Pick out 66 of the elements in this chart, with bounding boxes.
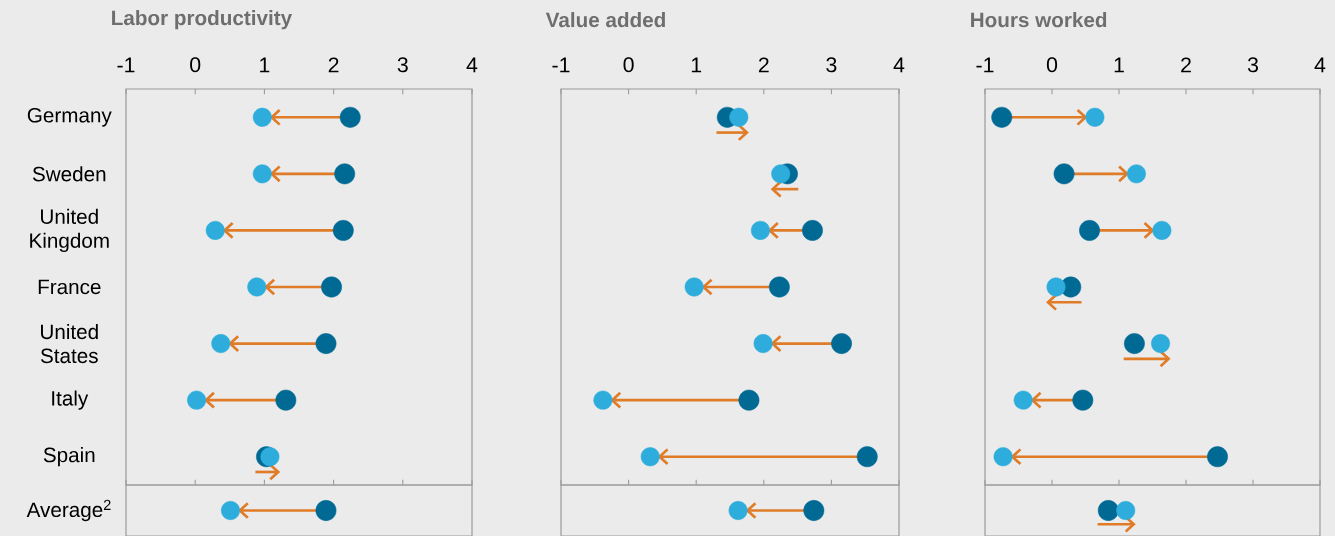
x-tick-label: 0: [1046, 57, 1058, 73]
x-tick-label: -1: [976, 57, 994, 73]
point: [1151, 334, 1171, 354]
point: [315, 333, 337, 354]
chart-title: Hours worked: [971, 12, 1107, 28]
point: [729, 107, 749, 127]
x-tick-label: 4: [466, 57, 478, 73]
x-tick-label: 2: [758, 57, 769, 73]
x-tick-label: 3: [1247, 57, 1258, 73]
y-tick-label: France: [38, 279, 101, 295]
point: [640, 447, 660, 467]
point: [252, 107, 272, 127]
point: [802, 220, 823, 241]
x-tick-label: 2: [1181, 57, 1191, 73]
point: [750, 220, 770, 240]
point: [339, 106, 361, 128]
point: [1085, 107, 1105, 127]
point: [321, 276, 342, 298]
x-tick-label: -1: [552, 57, 570, 73]
x-tick-label: -1: [117, 57, 135, 73]
point: [738, 389, 760, 411]
y-tick-label: Italy: [52, 390, 89, 410]
point: [1124, 333, 1145, 354]
y-tick-label: Average$^{2}$: [26, 499, 111, 522]
point: [205, 220, 225, 240]
point: [187, 390, 207, 410]
x-tick-label: 3: [397, 57, 408, 73]
point: [856, 446, 878, 468]
chart-title: Labor productivity: [112, 10, 293, 30]
x-tick-label: 4: [893, 57, 905, 73]
point: [768, 276, 790, 298]
point: [1013, 390, 1033, 410]
point: [831, 333, 852, 354]
point: [252, 164, 272, 184]
point: [332, 220, 354, 241]
x-tick-label: 1: [1114, 57, 1124, 73]
y-tick-label: Spain: [43, 447, 95, 467]
x-tick-label: 0: [623, 57, 634, 73]
point: [1053, 163, 1075, 185]
y-tick-label: United Kingdom: [30, 208, 109, 253]
x-tick-label: 1: [691, 57, 702, 73]
y-tick-label: United States: [40, 323, 98, 364]
point: [1072, 389, 1094, 411]
x-tick-label: 1: [260, 57, 270, 73]
y-tick-label: Germany: [27, 107, 112, 127]
point: [991, 106, 1013, 128]
x-tick-label: 3: [826, 57, 837, 73]
point: [1126, 164, 1146, 184]
x-tick-label: 4: [1314, 57, 1326, 73]
point: [684, 277, 704, 297]
point: [275, 389, 297, 411]
point: [1079, 220, 1100, 241]
point: [247, 277, 267, 297]
point: [593, 390, 613, 410]
point: [1207, 446, 1228, 468]
point: [1046, 277, 1066, 297]
point: [771, 164, 791, 184]
point: [334, 163, 356, 185]
y-tick-label: Sweden: [32, 166, 106, 182]
point: [211, 334, 231, 354]
point: [753, 334, 773, 354]
point: [1152, 220, 1172, 240]
chart-title: Value added: [545, 12, 665, 28]
x-tick-label: 2: [328, 57, 339, 73]
point: [993, 447, 1013, 467]
x-tick-label: 0: [190, 57, 201, 73]
